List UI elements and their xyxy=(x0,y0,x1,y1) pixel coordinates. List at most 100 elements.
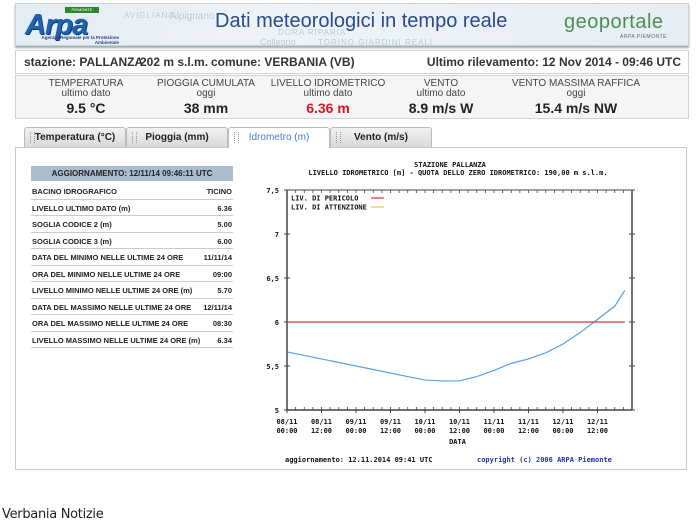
measure-title: TEMPERATURA xyxy=(48,78,124,89)
svg-text:LIV. DI PERICOLO: LIV. DI PERICOLO xyxy=(291,195,358,203)
row-key: BACINO IDROGRAFICO xyxy=(32,187,117,196)
tab-label: Pioggia (mm) xyxy=(145,132,209,143)
map-label: TORINO GIARDINI REALI xyxy=(318,38,434,47)
row-value: 09:00 xyxy=(212,269,232,279)
row-value: 5.00 xyxy=(217,220,232,229)
measure-sub: oggi xyxy=(196,88,216,99)
svg-text:6,5: 6,5 xyxy=(266,275,279,283)
measures-strip: TEMPERATURA ultimo dato 9.5 °C PIOGGIA C… xyxy=(15,75,689,119)
svg-text:12:00: 12:00 xyxy=(587,427,608,435)
svg-text:08/11: 08/11 xyxy=(276,418,297,426)
map-label: Collegno xyxy=(260,37,296,47)
table-row: DATA DEL MASSIMO NELLE ULTIME 24 ORE 12/1… xyxy=(31,299,233,315)
tab-label: Vento (m/s) xyxy=(354,132,408,143)
measure-wind: VENTO ultimo dato 8.9 m/s W xyxy=(391,79,491,117)
svg-text:10/11: 10/11 xyxy=(414,418,435,426)
measure-value: 15.4 m/s NW xyxy=(534,100,618,116)
table-row: LIVELLO ULTIMO DATO (m) 6.36 xyxy=(31,200,233,216)
water-level-chart: STAZIONE PALLANZA LIVELLO IDROMETRICO [m… xyxy=(250,155,650,470)
row-key: SOGLIA CODICE 2 (m) xyxy=(32,220,112,229)
svg-text:12/11: 12/11 xyxy=(552,418,573,426)
svg-text:00:00: 00:00 xyxy=(552,427,573,435)
row-key: LIVELLO MASSIMO NELLE ULTIME 24 ORE (m) xyxy=(32,335,201,345)
caption: Verbania Notizie xyxy=(2,507,104,522)
measure-water-level: LIVELLO IDROMETRICO ultimo dato 6.36 m xyxy=(268,79,388,117)
station-bar: stazione: PALLANZA 202 m s.l.m. comune: … xyxy=(15,50,689,74)
svg-text:12/11: 12/11 xyxy=(587,418,608,426)
info-table: AGGIORNAMENTO: 12/11/14 09:46:11 UTC BAC… xyxy=(31,166,233,348)
svg-text:00:00: 00:00 xyxy=(483,427,504,435)
tab-idrometro[interactable]: Idrometro (m) xyxy=(228,127,330,148)
table-row: DATA DEL MINIMO NELLE ULTIME 24 ORE 11/11… xyxy=(31,249,233,266)
svg-text:6: 6 xyxy=(275,319,279,327)
last-reading: Ultimo rilevamento: 12 Nov 2014 - 09:46 … xyxy=(426,55,681,69)
row-value: 6.34 xyxy=(217,335,232,345)
map-label: AVIGLIANA xyxy=(124,11,175,20)
measure-temperature: TEMPERATURA ultimo dato 9.5 °C xyxy=(36,79,136,117)
measure-wind-gust: VENTO MASSIMA RAFFICA oggi 15.4 m/s NW xyxy=(511,79,641,117)
measure-title: LIVELLO IDROMETRICO xyxy=(270,78,386,89)
table-row: SOGLIA CODICE 3 (m) 6.00 xyxy=(31,233,233,249)
table-row: SOGLIA CODICE 2 (m) 5.00 xyxy=(31,216,233,233)
row-key: ORA DEL MASSIMO NELLE ULTIME 24 ORE xyxy=(32,319,189,328)
row-key: ORA DEL MINIMO NELLE ULTIME 24 ORE xyxy=(32,269,181,279)
map-label: Alpignano xyxy=(170,11,215,22)
logo-subtitle: Agenzia Regionale per la Protezione Ambi… xyxy=(41,35,119,45)
measure-sub: ultimo dato xyxy=(61,88,111,99)
row-key: DATA DEL MINIMO NELLE ULTIME 24 ORE xyxy=(32,253,184,262)
svg-text:11/11: 11/11 xyxy=(483,418,504,426)
station-comune: comune: VERBANIA (VB) xyxy=(211,55,355,69)
table-row: LIVELLO MASSIMO NELLE ULTIME 24 ORE (m) 6… xyxy=(31,332,233,348)
measure-value: 6.36 m xyxy=(306,100,350,116)
geoportale-logo[interactable]: geoportale xyxy=(564,11,664,33)
tab-temperatura[interactable]: Temperatura (°C) xyxy=(24,127,126,147)
chart-copyright: copyright (c) 2006 ARPA Piemonte xyxy=(477,456,612,464)
svg-text:12:00: 12:00 xyxy=(311,427,332,435)
svg-text:LIV. DI ATTENZIONE: LIV. DI ATTENZIONE xyxy=(291,204,367,212)
svg-text:5: 5 xyxy=(275,407,279,415)
map-label: DORA RIPARIA xyxy=(278,28,347,37)
table-row: ORA DEL MASSIMO NELLE ULTIME 24 ORE 08:30 xyxy=(31,315,233,332)
station-name: stazione: PALLANZA xyxy=(24,55,144,69)
row-value: 6.00 xyxy=(217,236,232,246)
measure-title: PIOGGIA CUMULATA xyxy=(157,78,255,89)
measure-title: VENTO MASSIMA RAFFICA xyxy=(511,78,641,89)
table-row: LIVELLO MINIMO NELLE ULTIME 24 ORE (m) 5.… xyxy=(31,282,233,299)
row-value: 08:30 xyxy=(212,319,232,328)
svg-text:00:00: 00:00 xyxy=(276,427,297,435)
tab-vento[interactable]: Vento (m/s) xyxy=(330,127,432,147)
svg-text:00:00: 00:00 xyxy=(414,427,435,435)
info-table-header: AGGIORNAMENTO: 12/11/14 09:46:11 UTC xyxy=(31,166,233,181)
measure-rain: PIOGGIA CUMULATA oggi 38 mm xyxy=(151,79,261,117)
header-banner: AVIGLIANA Alpignano DORA RIPARIA Collegn… xyxy=(15,3,689,47)
row-key: LIVELLO ULTIMO DATO (m) xyxy=(32,203,131,213)
svg-text:09/11: 09/11 xyxy=(380,418,401,426)
tab-label: Temperatura (°C) xyxy=(34,132,116,143)
row-value: 5.70 xyxy=(217,286,232,295)
svg-text:11/11: 11/11 xyxy=(518,418,539,426)
chart-title: STAZIONE PALLANZA xyxy=(414,161,486,169)
measure-sub: ultimo dato xyxy=(416,88,466,99)
tab-pioggia[interactable]: Pioggia (mm) xyxy=(126,127,228,147)
table-row: ORA DEL MINIMO NELLE ULTIME 24 ORE 09:00 xyxy=(31,266,233,282)
row-key: DATA DEL MASSIMO NELLE ULTIME 24 ORE xyxy=(32,302,192,312)
geoportale-subtitle: ARPA PIEMONTE xyxy=(620,34,667,40)
svg-text:00:00: 00:00 xyxy=(345,427,366,435)
svg-text:7: 7 xyxy=(275,231,279,239)
row-value: 11/11/14 xyxy=(203,253,232,262)
grip-icon xyxy=(132,132,137,143)
svg-text:09/11: 09/11 xyxy=(345,418,366,426)
table-row: BACINO IDROGRAFICO TICINO xyxy=(31,183,233,200)
svg-text:7,5: 7,5 xyxy=(266,187,279,195)
logo-badge: PIEMONTE xyxy=(65,7,99,13)
svg-text:08/11: 08/11 xyxy=(311,418,332,426)
svg-text:5,5: 5,5 xyxy=(266,363,279,371)
measure-sub: ultimo dato xyxy=(303,88,353,99)
chart-updated: aggiornamento: 12.11.2014 09:41 UTC xyxy=(285,456,433,464)
row-value: 12/11/14 xyxy=(203,302,232,312)
station-altitude: 202 m s.l.m. xyxy=(140,55,209,69)
row-key: SOGLIA CODICE 3 (m) xyxy=(32,236,112,246)
svg-text:10/11: 10/11 xyxy=(449,418,470,426)
arpa-logo[interactable]: PIEMONTE Arpa Agenzia Regionale per la P… xyxy=(25,7,119,45)
svg-text:12:00: 12:00 xyxy=(449,427,470,435)
